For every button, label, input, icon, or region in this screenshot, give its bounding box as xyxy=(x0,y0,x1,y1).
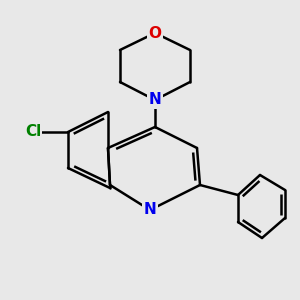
Text: N: N xyxy=(144,202,156,217)
Text: Cl: Cl xyxy=(25,124,41,140)
Text: O: O xyxy=(148,26,161,40)
Text: N: N xyxy=(148,92,161,107)
